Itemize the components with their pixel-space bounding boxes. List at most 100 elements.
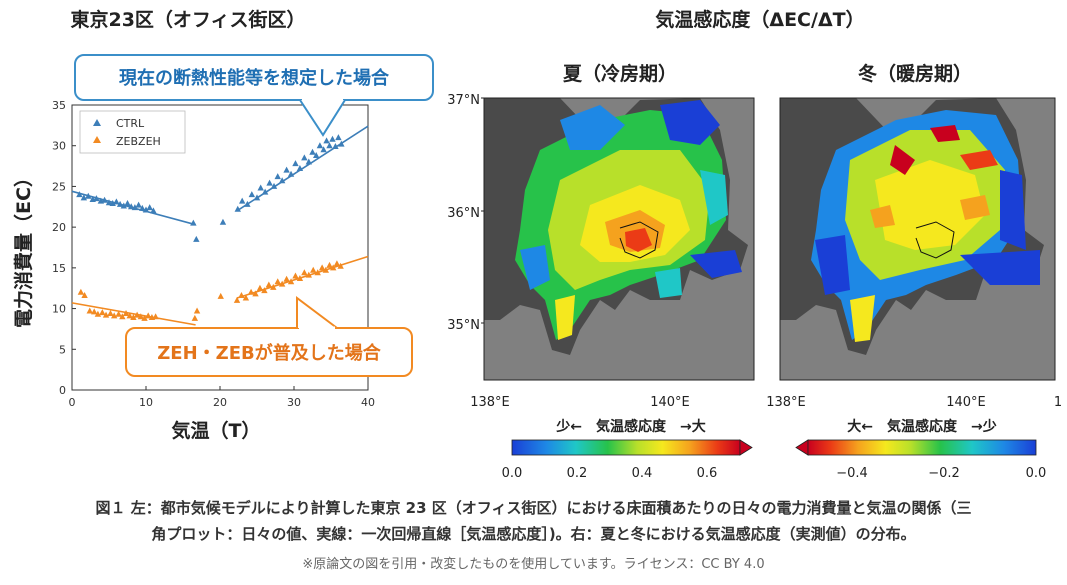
zebzeh-regression-warm: [236, 255, 369, 299]
y-tick-label: 30: [52, 140, 66, 153]
zebzeh-point: [265, 281, 273, 288]
zebzeh-regression-cold: [71, 302, 196, 326]
zebzeh-point: [242, 294, 250, 301]
ctrl-point: [139, 204, 146, 211]
zebzeh-point: [193, 307, 201, 314]
zebzeh-point: [217, 292, 224, 299]
y-tick-label: 20: [52, 221, 66, 234]
ctrl-point: [142, 206, 150, 213]
zebzeh-point: [287, 278, 295, 285]
lat-tick-37n: 37°N: [447, 93, 480, 108]
zebzeh-point: [102, 311, 110, 318]
ctrl-point: [253, 194, 261, 201]
callout-zeh-text: ZEH・ZEBが普及した場合: [157, 342, 381, 364]
colorbar-winter-label: 大← 気温感応度 →少: [847, 418, 996, 435]
x-tick-label: 20: [213, 396, 227, 409]
y-tick-label: 35: [52, 99, 66, 112]
ctrl-point: [287, 170, 295, 177]
ctrl-point: [320, 146, 327, 153]
ctrl-point: [257, 184, 264, 191]
ctrl-point: [338, 140, 345, 147]
ctrl-point: [270, 182, 278, 189]
zebzeh-point: [152, 313, 159, 320]
zebzeh-point: [122, 309, 130, 316]
map-winter-title: 冬（暖房期）: [858, 62, 972, 85]
ctrl-point: [283, 166, 290, 173]
zebzeh-point: [305, 271, 312, 278]
ctrl-point: [266, 179, 273, 186]
map-summer: [483, 97, 755, 381]
callout-zeh-zeb: ZEH・ZEBが普及した場合: [125, 296, 413, 377]
zebzeh-point: [247, 288, 255, 295]
ctrl-point: [248, 191, 256, 198]
cb-winter-tick-1: −0.2: [928, 466, 960, 481]
ctrl-point: [309, 148, 316, 155]
y-axis-label: 電力消費量（EC）: [12, 168, 35, 328]
zebzeh-point: [191, 314, 199, 321]
ctrl-point: [113, 198, 120, 205]
ctrl-point: [316, 142, 324, 149]
callout-current-text: 現在の断熱性能等を想定した場合: [119, 67, 390, 89]
legend: CTRL ZEBZEH: [79, 110, 186, 154]
ctrl-point: [332, 143, 339, 150]
zebzeh-point: [261, 287, 268, 294]
ctrl-point: [124, 200, 131, 207]
legend-zebzeh-label: ZEBZEH: [116, 135, 161, 148]
zebzeh-point: [330, 264, 337, 271]
ctrl-point: [261, 188, 269, 195]
zebzeh-point: [77, 288, 85, 295]
ctrl-point: [131, 204, 139, 211]
ctrl-point: [305, 158, 312, 165]
ctrl-point: [323, 137, 330, 144]
legend-ctrl-marker: [93, 119, 101, 126]
zebzeh-point: [310, 266, 317, 273]
zebzeh-point: [115, 310, 122, 317]
zebzeh-point: [270, 283, 277, 290]
cb-winter-tick-2: 0.0: [1026, 466, 1047, 481]
zebzeh-point: [94, 310, 102, 317]
x-tick-label: 10: [139, 396, 153, 409]
ctrl-point: [301, 154, 308, 161]
callout-current-insulation: 現在の断熱性能等を想定した場合: [74, 54, 434, 137]
zebzeh-point: [314, 269, 321, 276]
zebzeh-point: [238, 292, 245, 299]
ctrl-regression-warm: [236, 125, 369, 212]
zebzeh-point: [333, 260, 341, 267]
zebzeh-point: [81, 292, 88, 299]
zebzeh-point: [130, 314, 137, 321]
cb-winter-tick-0: −0.4: [836, 466, 868, 481]
zebzeh-point: [86, 307, 93, 314]
zebzeh-point: [91, 308, 98, 315]
ctrl-point: [274, 173, 281, 180]
ctrl-point: [120, 202, 127, 209]
zebzeh-point: [145, 312, 152, 319]
zebzeh-point: [318, 264, 326, 271]
ctrl-point: [135, 201, 142, 208]
ctrl-point: [292, 160, 299, 167]
caption-line-2: 角プロット：日々の値、実線：一次回帰直線［気温感応度］)。右：夏と冬における気温…: [151, 525, 916, 543]
zebzeh-point: [274, 278, 281, 285]
y-axis-ticks: 0 5 10 15 20 25 30 35: [52, 99, 76, 397]
scatter-chart: 0 10 20 30 40 0 5 10 15 20 25 30 35 CTRL ZEBZEH 気温（…: [12, 54, 434, 442]
lon-tick-138e-summer: 138°E: [470, 395, 510, 410]
map-winter: [779, 97, 1056, 381]
ctrl-point: [335, 134, 342, 141]
lon-tick-140e-summer: 140°E: [650, 395, 690, 410]
ctrl-point: [329, 135, 336, 142]
zebzeh-point: [322, 266, 330, 273]
ctrl-point: [190, 219, 197, 226]
data-points: [76, 134, 345, 321]
zebzeh-point: [126, 312, 133, 319]
x-tick-label: 40: [361, 396, 375, 409]
x-axis-ticks: 0 10 20 30 40: [69, 386, 375, 409]
zebzeh-point: [107, 309, 114, 316]
cb-summer-tick-0: 0.0: [502, 466, 523, 481]
ctrl-point: [105, 199, 113, 206]
longitude-labels: 138°E 140°E 138°E 140°E 1: [470, 395, 1062, 410]
zebzeh-point: [256, 284, 264, 291]
zebzeh-point: [301, 269, 308, 276]
zebzeh-point: [137, 313, 145, 320]
caption-note: ※原論文の図を引用・改変したものを使用しています。ライセンス：CC BY 4.0: [302, 557, 765, 572]
cb-summer-tick-1: 0.2: [567, 466, 588, 481]
